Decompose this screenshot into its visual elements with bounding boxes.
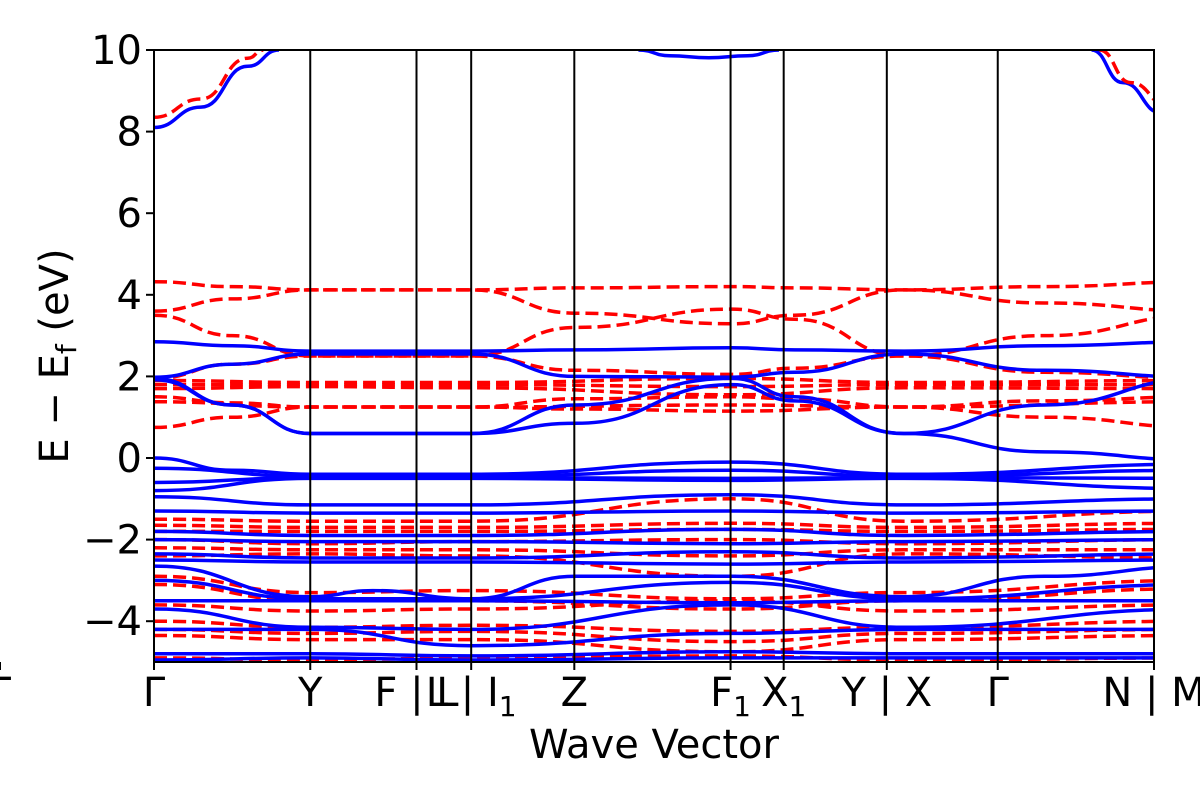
- x-tick-label: Γ: [0, 670, 12, 716]
- solid-band-0: [154, 50, 279, 128]
- y-tick-label: 10: [91, 28, 142, 74]
- x-tick-label: X1: [761, 670, 806, 723]
- x-tick-label: L | I1: [426, 670, 517, 723]
- y-tick-label: 2: [117, 354, 142, 400]
- y-tick-label: 0: [117, 436, 142, 482]
- x-tick-label: Y | X: [840, 670, 932, 716]
- y-tick-label: 4: [117, 273, 142, 319]
- x-tick-label: Γ: [987, 670, 1010, 716]
- y-tick-label: −4: [83, 599, 142, 645]
- x-tick-label: Y: [297, 670, 323, 716]
- x-tick-label: Γ: [143, 670, 166, 716]
- y-axis: −4 −2 0 2 4 6 8 10: [83, 28, 154, 645]
- y-tick-label: 8: [117, 110, 142, 156]
- y-tick-label: 6: [117, 191, 142, 237]
- x-axis-label: Wave Vector: [529, 722, 780, 768]
- solid-band-1: [638, 50, 779, 58]
- x-tick-label: N | M: [1102, 670, 1200, 716]
- y-axis-label: E − Ef (eV): [32, 248, 83, 463]
- x-tick-label: F1: [710, 670, 751, 723]
- y-tick-label: −2: [83, 518, 142, 564]
- x-tick-label: Z: [561, 670, 588, 716]
